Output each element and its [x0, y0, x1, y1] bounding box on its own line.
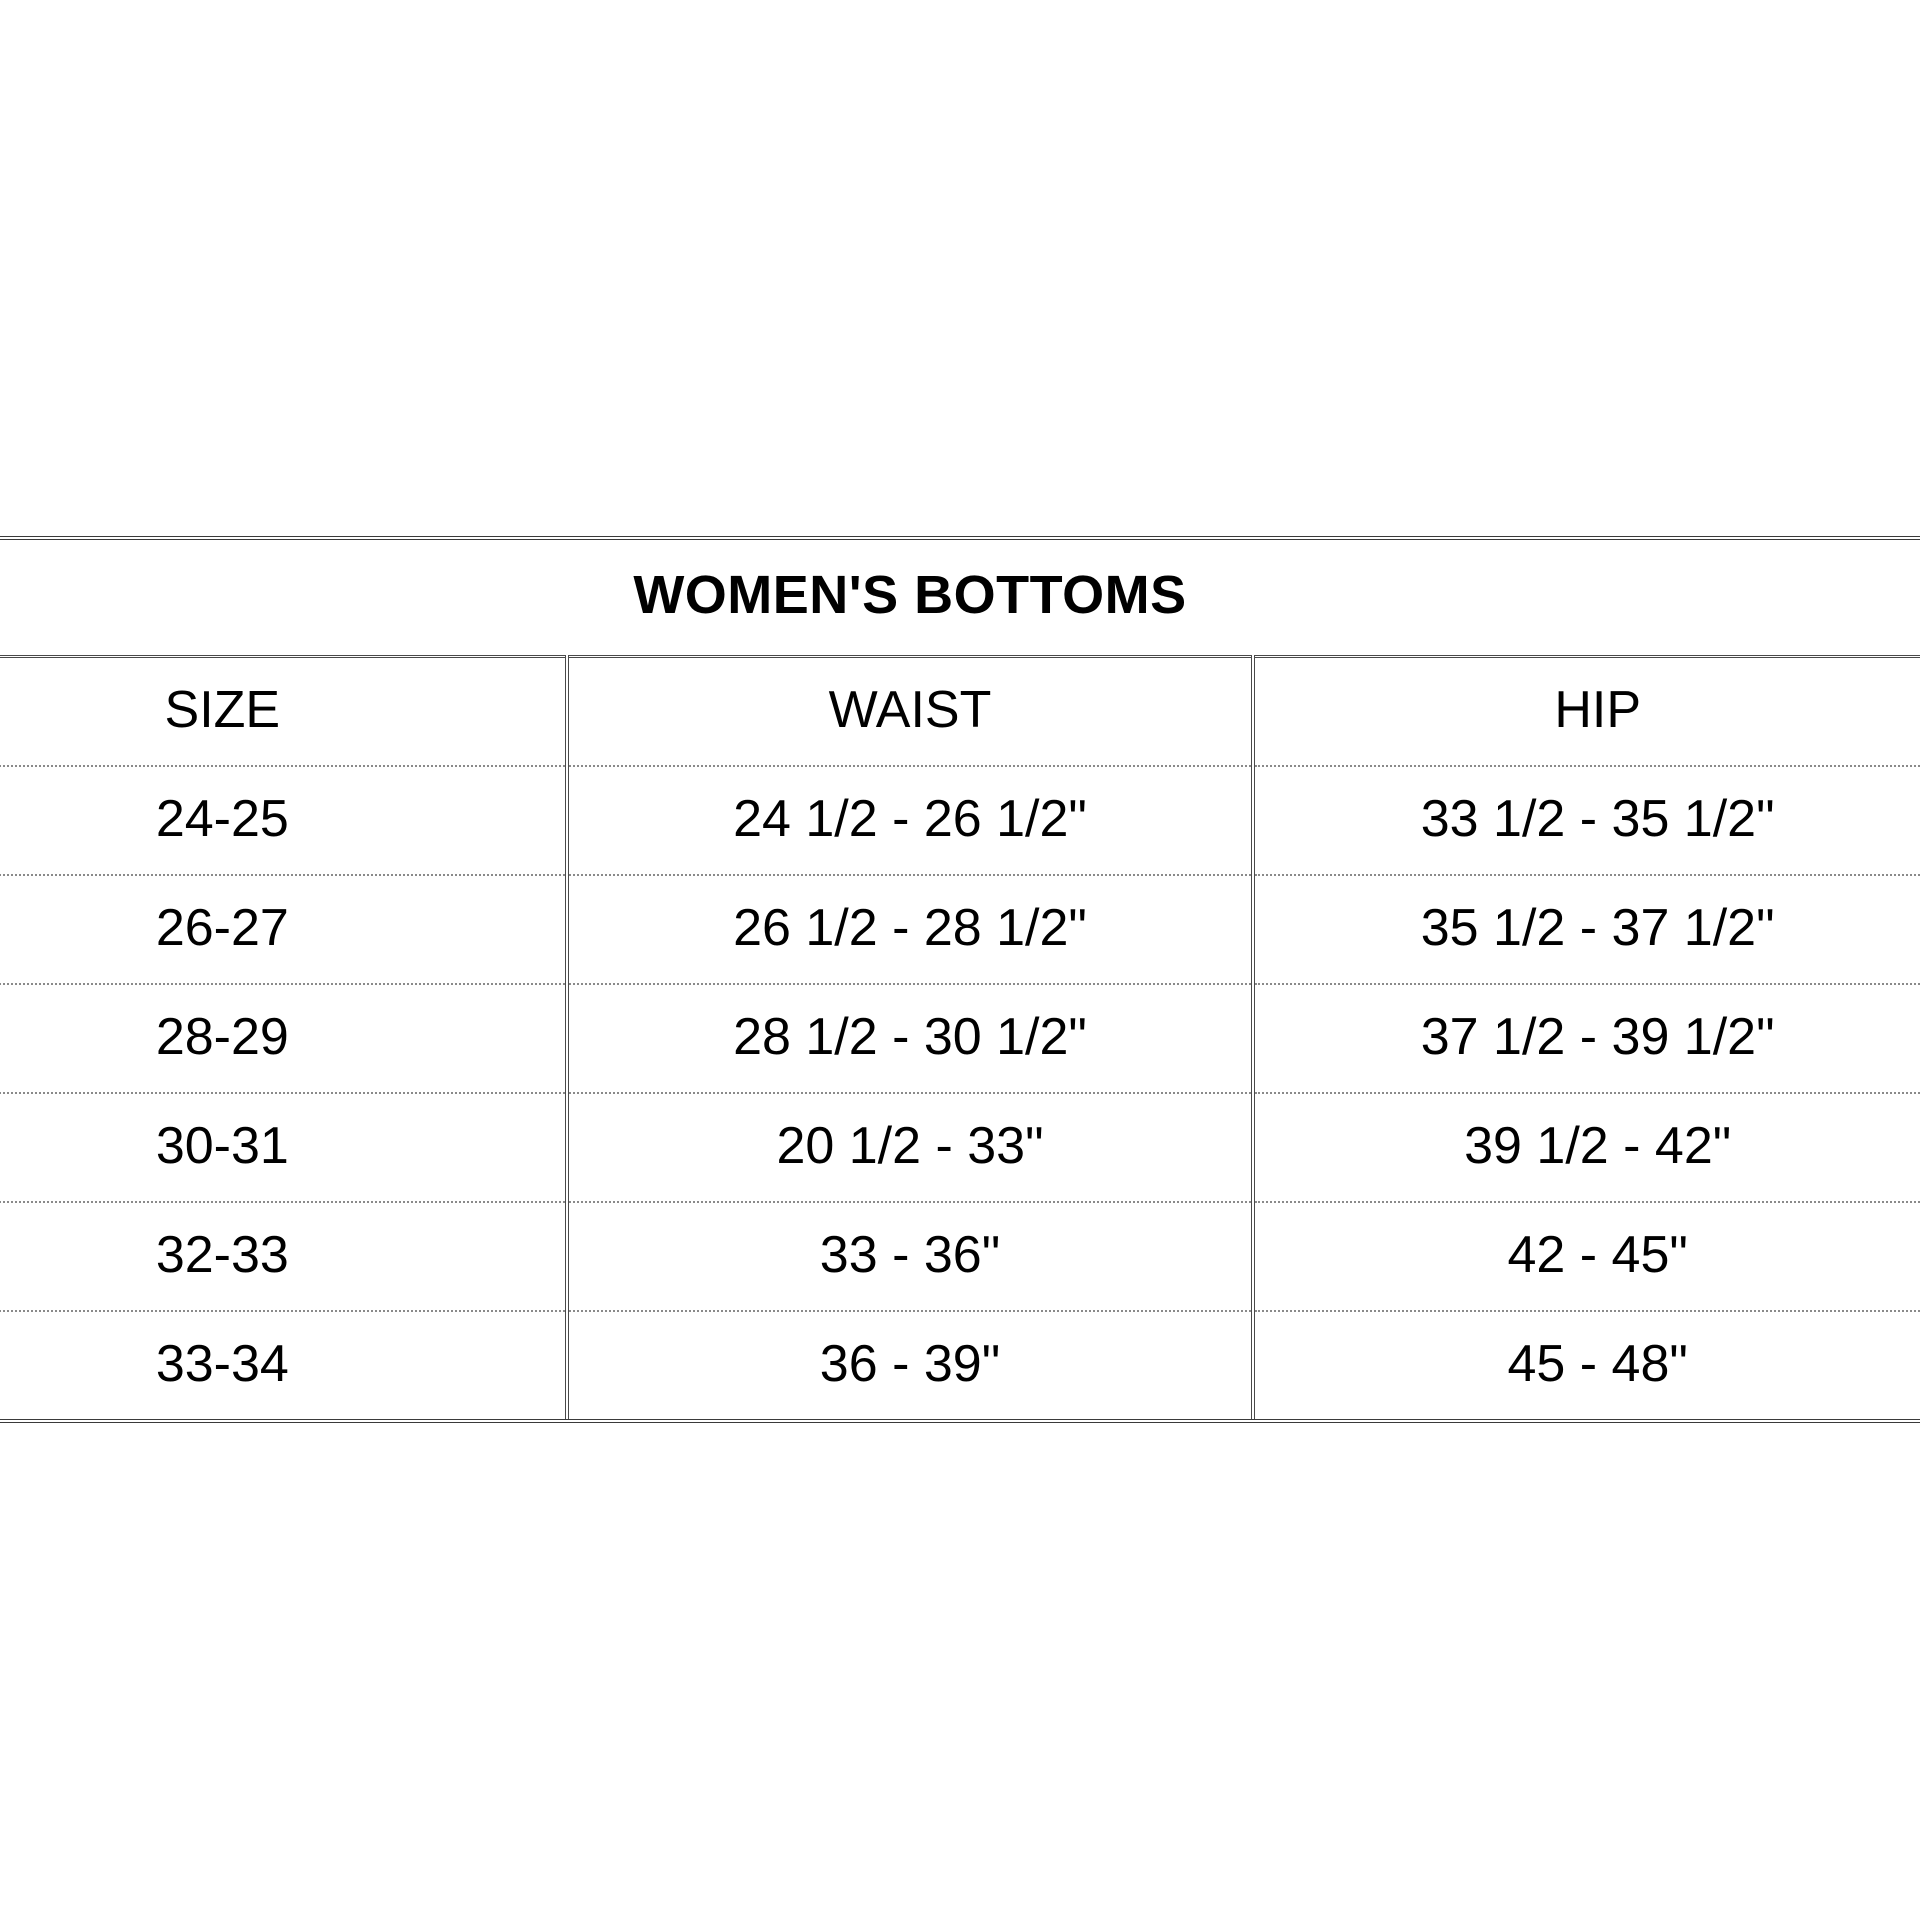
table-row: 30-31 20 1/2 - 33" 39 1/2 - 42" — [0, 1093, 1920, 1203]
cell-hip: 42 - 45" — [1251, 1202, 1920, 1312]
cell-waist: 28 1/2 - 30 1/2" — [564, 984, 1254, 1094]
column-header-waist: WAIST — [564, 656, 1254, 767]
cell-size: 32-33 — [0, 1202, 567, 1312]
cell-size: 26-27 — [0, 875, 567, 985]
chart-title: WOMEN'S BOTTOMS — [0, 536, 1920, 658]
cell-waist: 24 1/2 - 26 1/2" — [564, 766, 1254, 876]
cell-waist: 26 1/2 - 28 1/2" — [564, 875, 1254, 985]
cell-waist: 36 - 39" — [564, 1311, 1254, 1423]
table-header-row: SIZE WAIST HIP — [0, 656, 1920, 767]
table-title-row: WOMEN'S BOTTOMS — [0, 536, 1920, 658]
cell-hip: 35 1/2 - 37 1/2" — [1251, 875, 1920, 985]
size-chart-table: WOMEN'S BOTTOMS SIZE WAIST HIP 24-25 24 … — [0, 536, 1920, 1423]
cell-size: 24-25 — [0, 766, 567, 876]
cell-hip: 33 1/2 - 35 1/2" — [1251, 766, 1920, 876]
cell-hip: 39 1/2 - 42" — [1251, 1093, 1920, 1203]
table-row: 24-25 24 1/2 - 26 1/2" 33 1/2 - 35 1/2" — [0, 766, 1920, 876]
column-header-size: SIZE — [0, 656, 567, 767]
table-row: 28-29 28 1/2 - 30 1/2" 37 1/2 - 39 1/2" — [0, 984, 1920, 1094]
size-chart-container: WOMEN'S BOTTOMS SIZE WAIST HIP 24-25 24 … — [0, 536, 1920, 1423]
cell-hip: 37 1/2 - 39 1/2" — [1251, 984, 1920, 1094]
cell-waist: 20 1/2 - 33" — [564, 1093, 1254, 1203]
table-row: 32-33 33 - 36" 42 - 45" — [0, 1202, 1920, 1312]
cell-size: 33-34 — [0, 1311, 567, 1423]
table-row: 26-27 26 1/2 - 28 1/2" 35 1/2 - 37 1/2" — [0, 875, 1920, 985]
cell-hip: 45 - 48" — [1251, 1311, 1920, 1423]
cell-size: 28-29 — [0, 984, 567, 1094]
column-header-hip: HIP — [1251, 656, 1920, 767]
cell-waist: 33 - 36" — [564, 1202, 1254, 1312]
table-row: 33-34 36 - 39" 45 - 48" — [0, 1311, 1920, 1423]
cell-size: 30-31 — [0, 1093, 567, 1203]
